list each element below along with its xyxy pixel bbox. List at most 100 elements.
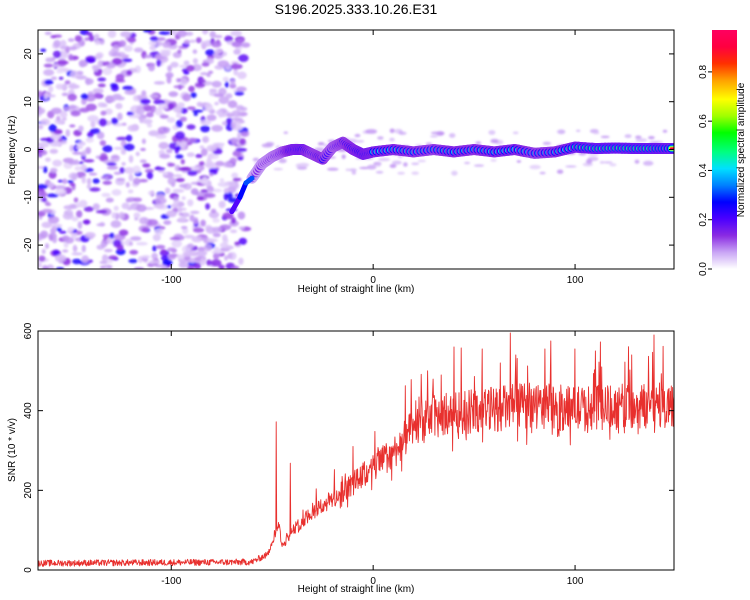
noise-blob (151, 252, 158, 260)
noise-blob (209, 173, 214, 177)
noise-blob (124, 89, 136, 95)
noise-blob (235, 147, 247, 152)
noise-blob (190, 210, 200, 214)
noise-blob (48, 234, 54, 241)
noise-blob (62, 235, 70, 242)
noise-blob (234, 91, 245, 96)
noise-blob (62, 178, 68, 185)
noise-blob (190, 188, 199, 196)
noise-blob (213, 246, 220, 254)
noise-blob (179, 140, 188, 149)
noise-blob (83, 159, 95, 163)
noise-blob (41, 266, 50, 269)
noise-blob (235, 121, 241, 129)
noise-blob (195, 250, 208, 256)
noise-blob (39, 191, 48, 197)
noise-blob (231, 110, 242, 118)
noise-blob (138, 256, 143, 263)
noise-blob (139, 159, 147, 163)
noise-blob (215, 160, 225, 167)
noise-blob (180, 159, 185, 165)
noise-blob (113, 205, 119, 211)
noise-blob (230, 121, 237, 129)
x-tick-label: 100 (567, 275, 584, 286)
noise-blob (191, 109, 204, 113)
noise-blob (154, 55, 166, 60)
noise-blob (97, 60, 103, 69)
noise-blob (52, 249, 60, 256)
noise-blob (57, 179, 64, 183)
noise-blob (45, 58, 55, 63)
noise-blob (88, 34, 95, 42)
noise-blob (67, 226, 75, 232)
noise-blob (327, 167, 339, 171)
noise-blob (99, 260, 108, 265)
noise-blob (189, 39, 196, 43)
noise-blob (56, 227, 62, 232)
noise-blob (429, 135, 439, 138)
noise-blob (133, 95, 139, 102)
noise-blob (224, 35, 234, 43)
noise-blob (200, 257, 206, 266)
noise-blob (624, 134, 632, 139)
noise-blob (208, 168, 219, 172)
noise-blob (662, 129, 668, 133)
noise-blob (102, 234, 111, 239)
noise-blob (157, 126, 170, 134)
noise-blob (90, 128, 101, 135)
noise-blob (127, 189, 134, 194)
noise-blob (110, 220, 122, 228)
noise-blob (71, 173, 78, 181)
noise-blob (366, 164, 377, 170)
noise-blob (114, 96, 125, 101)
noise-blob (556, 169, 564, 174)
noise-blob (148, 63, 155, 72)
noise-blob (97, 68, 103, 74)
noise-blob (201, 62, 210, 67)
noise-blob (237, 71, 247, 80)
snr-x-ticks: -100 0 100 (161, 331, 584, 587)
noise-blob (217, 60, 229, 68)
noise-blob (228, 252, 237, 260)
noise-blob (63, 205, 75, 210)
noise-blob (171, 239, 182, 248)
noise-blob (133, 212, 141, 219)
noise-blob (529, 164, 541, 170)
noise-blob (88, 172, 98, 176)
noise-blob (81, 244, 87, 253)
noise-blob (172, 107, 182, 113)
y-tick-label: 0 (23, 567, 34, 573)
noise-blob (75, 202, 82, 208)
noise-blob (238, 257, 244, 265)
noise-blob (173, 174, 183, 178)
noise-blob (111, 117, 119, 125)
noise-blob (196, 195, 204, 201)
noise-blob (40, 48, 47, 53)
noise-blob (273, 167, 284, 171)
noise-blob (206, 114, 217, 121)
noise-blob (296, 166, 308, 170)
noise-blob (53, 39, 61, 48)
noise-blob (233, 49, 241, 55)
noise-blob (166, 75, 172, 84)
noise-blob (50, 76, 58, 81)
noise-blob (158, 103, 169, 110)
noise-blob (211, 41, 222, 48)
noise-blob (212, 232, 221, 238)
noise-blob (123, 167, 136, 174)
noise-blob (200, 72, 209, 76)
noise-blob (57, 60, 69, 65)
spectrogram-x-ticks: -100 0 100 (161, 30, 584, 286)
noise-blob (227, 100, 238, 109)
noise-blob (148, 40, 157, 46)
noise-blob (232, 177, 242, 182)
noise-blob (87, 115, 99, 122)
noise-blob (97, 83, 106, 88)
noise-blob (73, 159, 79, 163)
noise-blob (86, 178, 92, 185)
noise-blob (177, 216, 187, 222)
noise-blob (59, 39, 67, 48)
noise-blob (81, 97, 87, 105)
noise-blob (222, 234, 228, 242)
